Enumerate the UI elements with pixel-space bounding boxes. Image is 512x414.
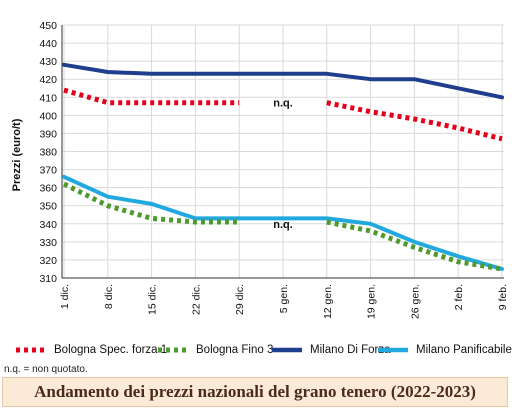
data-point-bologna-fino-3	[413, 246, 415, 248]
annotations: n.q. n.q.	[273, 98, 293, 231]
x-tick-label: 5 gen.	[278, 284, 290, 313]
caption-title: Andamento dei prezzi nazionali del grano…	[34, 382, 476, 401]
series-line-bologna-spec-forza-1	[63, 87, 240, 106]
x-tick-label: 8 dic.	[103, 284, 115, 309]
data-point-bologna-fino-3	[194, 221, 196, 223]
grid-lines	[61, 24, 504, 279]
data-point-bologna-spec-forza-1	[457, 127, 459, 129]
y-tick-label: 350	[39, 201, 57, 213]
legend-item-bologna-fino-3: Bologna Fino 3	[156, 340, 273, 360]
data-point-milano-panificabile	[370, 223, 372, 225]
legend-item-milano-di-forza: Milano Di Forza	[270, 340, 391, 360]
data-point-bologna-spec-forza-1	[370, 111, 372, 113]
y-tick-label: 360	[39, 183, 57, 195]
data-point-milano-panificabile	[151, 203, 153, 205]
data-point-milano-di-forza	[501, 96, 503, 98]
y-tick-label: 420	[39, 74, 57, 86]
series-line-milano-panificabile	[62, 174, 504, 271]
x-tick-label: 1 dic.	[59, 284, 71, 309]
y-axis-label: Prezzi (euro/t)	[11, 118, 23, 191]
data-point-milano-di-forza	[370, 78, 372, 80]
data-point-milano-di-forza	[107, 71, 109, 73]
legend-label: Milano Panificabile	[416, 344, 512, 356]
data-point-milano-di-forza	[326, 73, 328, 75]
data-point-milano-di-forza	[194, 73, 196, 75]
y-tick-label: 310	[39, 273, 57, 285]
x-tick-label: 2 feb.	[453, 284, 465, 310]
y-tick-label: 330	[39, 237, 57, 249]
series-line-bologna-fino-3	[62, 181, 240, 225]
legend-item-milano-panificabile: Milano Panificabile	[376, 340, 512, 360]
data-point-bologna-spec-forza-1	[194, 102, 196, 104]
y-tick-label: 430	[39, 56, 57, 68]
legend-item-bologna-spec-forza-1: Bologna Spec. forza 1	[14, 340, 167, 360]
data-point-bologna-fino-3	[370, 230, 372, 232]
y-tick-label: 320	[39, 255, 57, 267]
annotation-nq: n.q.	[273, 98, 293, 110]
series-lines	[62, 62, 504, 272]
data-point-bologna-spec-forza-1	[63, 89, 65, 91]
data-point-bologna-fino-3	[151, 217, 153, 219]
data-point-bologna-spec-forza-1	[413, 118, 415, 120]
data-point-milano-panificabile	[194, 217, 196, 219]
y-tick-labels: 310 320 330 340 350 360 370 380 390 400 410 420 430 4…	[39, 20, 57, 285]
data-point-milano-di-forza	[413, 78, 415, 80]
series-line-milano-di-forza	[62, 62, 504, 100]
x-tick-label: 19 gen.	[366, 284, 378, 319]
data-point-milano-panificabile	[326, 217, 328, 219]
legend-swatch-bologna-spec-forza-1	[16, 347, 46, 353]
data-point-milano-di-forza	[457, 87, 459, 89]
data-point-bologna-fino-3	[238, 221, 240, 223]
y-tick-label: 340	[39, 219, 57, 231]
y-tick-label: 390	[39, 128, 57, 140]
series-line-bologna-spec-forza-1	[326, 100, 503, 142]
legend-label: Bologna Fino 3	[196, 344, 274, 356]
series-line-bologna-fino-3	[326, 219, 503, 272]
data-point-bologna-spec-forza-1	[326, 102, 328, 104]
caption-banner: Andamento dei prezzi nazionali del grano…	[2, 377, 508, 407]
legend-swatch-bologna-fino-3	[158, 347, 188, 353]
data-point-milano-panificabile	[413, 241, 415, 243]
legend-label: Bologna Spec. forza 1	[54, 344, 168, 356]
legend: Bologna Spec. forza 1 Bologna Fino 3 Mil…	[14, 340, 512, 360]
x-tick-label: 12 gen.	[322, 284, 334, 319]
data-point-milano-di-forza	[282, 73, 284, 75]
data-point-milano-panificabile	[238, 217, 240, 219]
data-point-bologna-fino-3	[326, 221, 328, 223]
y-tick-label: 380	[39, 147, 57, 159]
x-tick-label: 9 feb.	[497, 284, 509, 310]
y-tick-label: 370	[39, 165, 57, 177]
annotation-nq: n.q.	[273, 219, 293, 231]
data-point-bologna-spec-forza-1	[501, 138, 503, 140]
data-point-milano-panificabile	[107, 196, 109, 198]
data-point-milano-panificabile	[457, 255, 459, 257]
data-point-milano-di-forza	[238, 73, 240, 75]
legend-swatch-milano-panificabile	[378, 347, 408, 353]
x-tick-label: 22 dic.	[190, 284, 202, 315]
data-point-milano-di-forza	[63, 64, 65, 66]
legend-swatch-milano-di-forza	[272, 347, 302, 353]
data-point-bologna-spec-forza-1	[107, 102, 109, 104]
y-tick-label: 450	[39, 20, 57, 32]
data-point-bologna-spec-forza-1	[238, 102, 240, 104]
x-tick-label: 26 gen.	[409, 284, 421, 319]
legend-label: Milano Di Forza	[310, 344, 391, 356]
data-point-bologna-fino-3	[457, 261, 459, 263]
x-tick-label: 15 dic.	[147, 284, 159, 315]
data-point-bologna-spec-forza-1	[151, 102, 153, 104]
y-tick-label: 440	[39, 38, 57, 50]
data-point-bologna-fino-3	[501, 268, 503, 270]
y-tick-label: 410	[39, 92, 57, 104]
footnote: n.q. = non quotato.	[4, 364, 88, 375]
data-point-milano-panificabile	[63, 176, 65, 178]
y-tick-label: 400	[39, 110, 57, 122]
data-point-bologna-fino-3	[63, 183, 65, 185]
x-tick-label: 29 dic.	[234, 284, 246, 315]
x-tick-labels: 1 dic. 8 dic. 15 dic. 22 dic. 29 dic. 5 gen. 1…	[59, 284, 509, 319]
data-point-milano-di-forza	[151, 73, 153, 75]
data-point-bologna-fino-3	[107, 205, 109, 207]
